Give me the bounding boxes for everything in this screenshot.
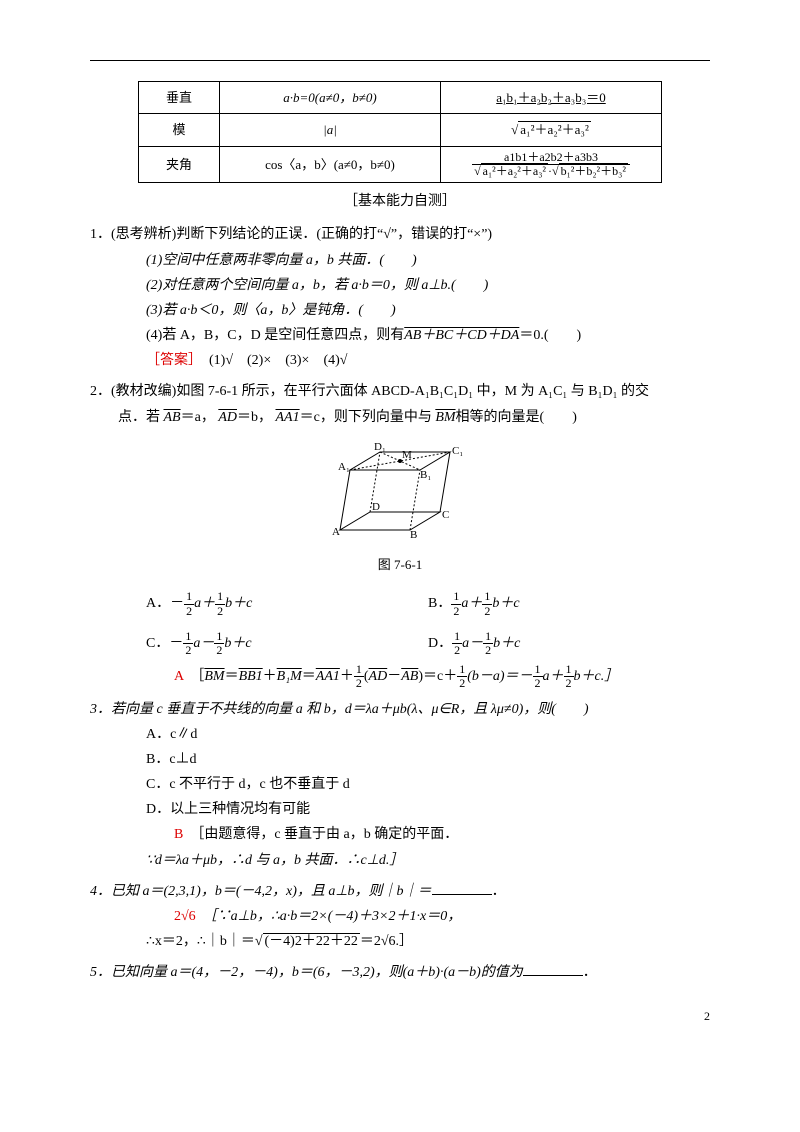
- self-test-title: ［基本能力自测］: [90, 189, 710, 214]
- q2-options: A．－12a＋12b＋c B．12a＋12b＋c C．－12a－12b＋c D．…: [90, 584, 710, 663]
- question-4: 4．已知 a＝(2,3,1)，b＝(－4,2，x)，且 a⊥b，则｜b｜＝． 2…: [90, 879, 710, 955]
- question-3: 3．若向量 c 垂直于不共线的向量 a 和 b，d＝λa＋μb(λ、μ∈R，且 …: [90, 697, 710, 873]
- cell-angle-formula: cos〈a，b〉(a≠0，b≠0): [220, 146, 441, 182]
- page-number: 2: [90, 1006, 710, 1028]
- figure-caption: 图 7-6-1: [90, 553, 710, 576]
- svg-text:B₁: B₁: [420, 469, 431, 481]
- q3-option-c: C．c 不平行于 d，c 也不垂直于 d: [90, 772, 710, 797]
- svg-text:A₁: A₁: [338, 461, 350, 473]
- q2-stem-line2: 点．若 AB＝a， AD＝b， AA1＝c，则下列向量中与 BM相等的向量是( …: [90, 405, 710, 430]
- option-c: C．－12a－12b＋c: [146, 630, 428, 657]
- svg-text:A: A: [332, 526, 340, 538]
- cell-mod-formula: |a|: [220, 114, 441, 146]
- question-2: 2．(教材改编)如图 7-6-1 所示，在平行六面体 ABCD-A₁B₁C₁D₁…: [90, 379, 710, 690]
- question-1: 1．(思考辨析)判断下列结论的正误．(正确的打“√”，错误的打“×”) (1)空…: [90, 222, 710, 373]
- q1-sub3: (3)若 a·b＜0，则〈a，b〉是钝角．( ): [90, 298, 710, 323]
- formula-table: 垂直 a·b=0(a≠0，b≠0) a₁b₁＋a₂b₂＋a₃b₃＝0 模 |a|…: [138, 81, 662, 183]
- option-a: A．－12a＋12b＋c: [146, 590, 428, 617]
- cell-angle-label: 夹角: [139, 146, 220, 182]
- q1-stem: 1．(思考辨析)判断下列结论的正误．(正确的打“√”，错误的打“×”): [90, 222, 710, 247]
- cell-perp-label: 垂直: [139, 82, 220, 114]
- q1-sub1: (1)空间中任意两非零向量 a，b 共面．( ): [90, 248, 710, 273]
- svg-text:C₁: C₁: [452, 445, 463, 457]
- option-b: B．12a＋12b＋c: [428, 590, 710, 617]
- q4-solution-2: ∴x＝2，∴｜b｜＝√(－4)2＋22＋22＝2√6.］: [90, 929, 710, 954]
- svg-text:D₁: D₁: [374, 441, 386, 453]
- svg-text:D: D: [372, 501, 380, 513]
- cell-perp-coord: a₁b₁＋a₂b₂＋a₃b₃＝0: [441, 82, 662, 114]
- svg-text:C: C: [442, 509, 449, 521]
- q2-solution: A ［BM＝BB1＋B₁M＝AA1＋12(AD－AB)＝c＋12(b－a)＝－1…: [90, 663, 710, 690]
- cell-mod-label: 模: [139, 114, 220, 146]
- q3-stem: 3．若向量 c 垂直于不共线的向量 a 和 b，d＝λa＋μb(λ、μ∈R，且 …: [90, 697, 710, 722]
- figure-7-6-1: A B C D A₁ B₁ C₁ D₁ M: [90, 440, 710, 549]
- q3-option-b: B．c⊥d: [90, 747, 710, 772]
- q4-solution-1: 2√6 ［∵a⊥b，∴a·b＝2×(－4)＋3×2＋1·x＝0，: [90, 904, 710, 929]
- cell-mod-coord: √a₁²＋a₂²＋a₃²: [441, 114, 662, 146]
- q2-stem-line1: 2．(教材改编)如图 7-6-1 所示，在平行六面体 ABCD-A₁B₁C₁D₁…: [90, 379, 710, 404]
- option-d: D．12a－12b＋c: [428, 630, 710, 657]
- q4-stem: 4．已知 a＝(2,3,1)，b＝(－4,2，x)，且 a⊥b，则｜b｜＝．: [90, 879, 710, 904]
- q1-sub4: (4)若 A，B，C，D 是空间任意四点，则有AB＋BC＋CD＋DA＝0.( ): [90, 323, 710, 348]
- svg-text:B: B: [410, 529, 417, 540]
- cell-angle-coord: a1b1＋a2b2＋a3b3 √a₁²＋a₂²＋a₃²·√b₁²＋b₂²＋b₃²: [441, 146, 662, 182]
- question-5: 5．已知向量 a＝(4，－2，－4)，b＝(6，－3,2)，则(a＋b)·(a－…: [90, 960, 710, 985]
- q5-stem: 5．已知向量 a＝(4，－2，－4)，b＝(6，－3,2)，则(a＋b)·(a－…: [90, 960, 710, 985]
- q1-answer: ［答案］ (1)√ (2)× (3)× (4)√: [90, 348, 710, 373]
- q1-sub2: (2)对任意两个空间向量 a，b，若 a·b＝0，则 a⊥b.( ): [90, 273, 710, 298]
- q3-option-a: A．c∥d: [90, 722, 710, 747]
- q3-option-d: D．以上三种情况均有可能: [90, 797, 710, 822]
- cell-perp-formula: a·b=0(a≠0，b≠0): [220, 82, 441, 114]
- q3-solution-2: ∵d＝λa＋μb，∴d 与 a，b 共面．∴c⊥d.］: [90, 848, 710, 873]
- q3-solution-1: B ［由题意得，c 垂直于由 a，b 确定的平面．: [90, 822, 710, 847]
- svg-text:M: M: [402, 449, 412, 461]
